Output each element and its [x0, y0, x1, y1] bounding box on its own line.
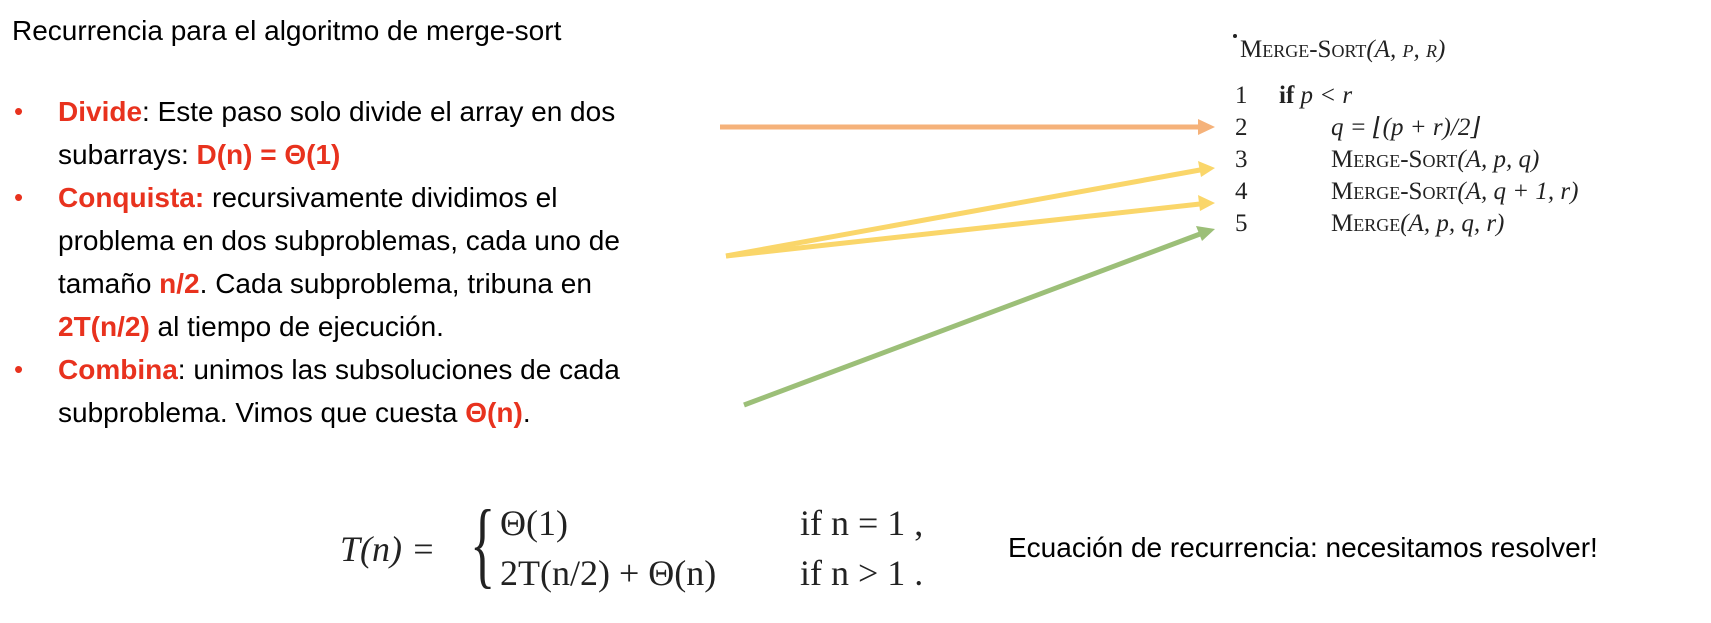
term-conquista: Conquista:: [58, 182, 205, 213]
bullet-dot-icon: •: [14, 96, 24, 126]
pseudocode-header-name: Merge-Sort: [1240, 36, 1367, 63]
case-2-value: 2T(n/2) + Θ(n): [500, 553, 717, 593]
conquista-size: n/2: [159, 268, 200, 299]
equation-lhs: T(n) =: [340, 529, 436, 569]
bullet-combina: • Combina: unimos las subsoluciones de c…: [12, 348, 732, 434]
conquista-text-a: recursivamente dividimos el: [204, 182, 558, 213]
bullet-conquista: • Conquista: recursivamente dividimos el…: [12, 176, 732, 348]
combina-text-b: subproblema. Vimos que cuesta: [58, 397, 466, 428]
pseudocode-header: Merge-Sort(A, p, r): [1240, 36, 1445, 64]
bullet-dot-icon: •: [14, 182, 24, 212]
combina-text-a: : unimos las subsoluciones de cada: [177, 354, 620, 385]
divide-text-a: : Este paso solo divide el array en dos: [142, 96, 616, 127]
conquista-text-d: . Cada subproblema, tribuna en: [199, 268, 592, 299]
dot-mark: [1233, 34, 1237, 38]
conquista-text-c: tamaño: [58, 268, 160, 299]
case-2-condition: if n > 1 .: [800, 553, 924, 593]
combina-cost: Θ(n): [465, 397, 523, 428]
term-combina: Combina: [58, 354, 178, 385]
divide-cost: D(n) = Θ(1): [196, 139, 341, 170]
divide-text-b: subarrays:: [58, 139, 197, 170]
code-line-1: 1 if p < r: [1235, 82, 1353, 109]
recurrence-note: Ecuación de recurrencia: necesitamos res…: [1008, 532, 1598, 563]
code-line-5: 5 Merge(A, p, q, r): [1235, 210, 1505, 237]
combina-arrow: [743, 226, 1215, 408]
slide-title: Recurrencia para el algoritmo de merge-s…: [12, 15, 562, 46]
bullet-divide: • Divide: Este paso solo divide el array…: [12, 90, 732, 176]
bullet-dot-icon: •: [14, 354, 24, 384]
divide-arrow: [720, 119, 1215, 135]
case-1-condition: if n = 1 ,: [800, 503, 924, 543]
code-line-4: 4 Merge-Sort(A, q + 1, r): [1235, 178, 1579, 205]
pseudocode-header-args: (A, p, r): [1366, 36, 1446, 63]
bullet-list: • Divide: Este paso solo divide el array…: [12, 90, 732, 434]
term-divide: Divide: [58, 96, 143, 127]
conquista-text-b: problema en dos subproblemas, cada uno d…: [58, 225, 620, 256]
brace-icon: {: [470, 490, 496, 597]
case-1-value: Θ(1): [500, 503, 568, 543]
code-line-3: 3 Merge-Sort(A, p, q): [1235, 146, 1540, 173]
combina-text-c: .: [522, 397, 531, 428]
conquista-text-e: al tiempo de ejecución.: [149, 311, 444, 342]
conquista-arrow-b: [725, 195, 1215, 259]
conquista-arrow-a: [725, 161, 1215, 259]
conquista-cost: 2T(n/2): [58, 311, 150, 342]
